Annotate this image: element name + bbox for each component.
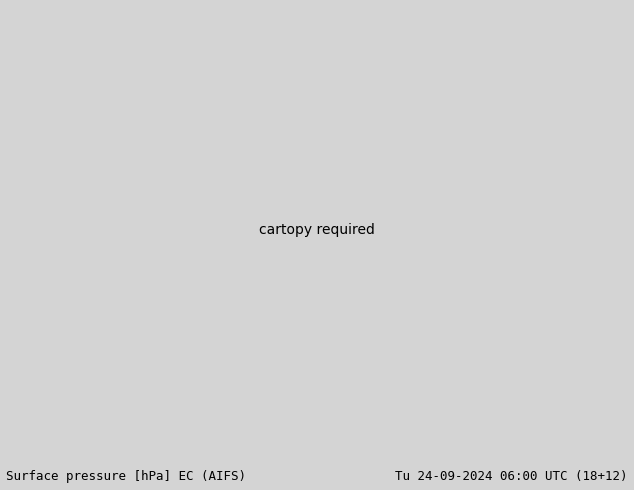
Text: Tu 24-09-2024 06:00 UTC (18+12): Tu 24-09-2024 06:00 UTC (18+12) — [395, 470, 628, 483]
Text: Surface pressure [hPa] EC (AIFS): Surface pressure [hPa] EC (AIFS) — [6, 470, 247, 483]
Text: cartopy required: cartopy required — [259, 223, 375, 237]
